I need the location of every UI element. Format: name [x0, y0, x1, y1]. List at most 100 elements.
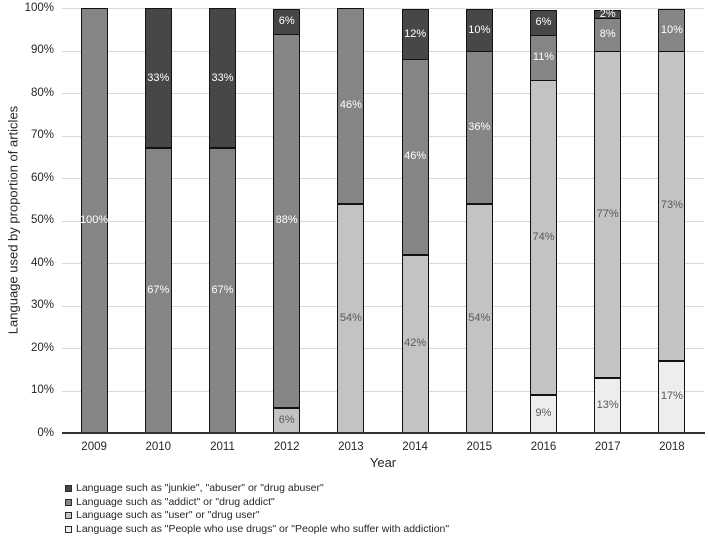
x-axis-tick-label: 2013 — [338, 441, 364, 453]
bar-segment: 33% — [209, 8, 236, 149]
bar-2014: 42% 46% 12% — [401, 9, 429, 433]
bar-segment-label: 77% — [596, 207, 619, 220]
bar-segment: 10% — [465, 9, 493, 52]
bar-segment: 6% — [273, 9, 301, 35]
bar-segment: 67% — [144, 148, 172, 433]
bar-segment-label: 13% — [596, 398, 619, 411]
bar-segment: 46% — [401, 59, 429, 255]
gridline — [62, 220, 704, 222]
legend-swatch-icon — [65, 498, 72, 506]
bar-segment-label: 46% — [404, 150, 427, 163]
bar-segment-label: 9% — [535, 407, 552, 420]
bar-segment: 12% — [401, 9, 429, 60]
legend-item: Language such as "addict" or "drug addic… — [65, 496, 449, 510]
bar-segment-label: 6% — [278, 413, 295, 426]
y-axis-tick-label: 50% — [30, 214, 54, 226]
legend-swatch-icon — [65, 512, 72, 520]
y-axis-tick-label: 40% — [30, 256, 54, 269]
bar-segment: 100% — [80, 8, 109, 433]
legend-label: Language such as "People who use drugs" … — [76, 522, 450, 535]
bar-2017: 13% 77% 8% 2% — [594, 7, 622, 433]
legend-label: Language such as "addict" or "drug addic… — [76, 495, 275, 508]
gridline — [62, 390, 704, 392]
legend-label: Language such as "junkie", "abuser" or "… — [76, 482, 324, 495]
gridline — [62, 263, 704, 264]
legend: Language such as "junkie", "abuser" or "… — [65, 482, 449, 536]
gridline — [62, 8, 704, 9]
bar-segment: 6% — [273, 407, 301, 433]
x-axis-tick-label: 2015 — [466, 441, 493, 453]
bar-segment-label: 67% — [211, 284, 234, 297]
bar-segment: 10% — [658, 9, 686, 52]
bar-segment-label: 6% — [535, 16, 552, 29]
bar-segment: 13% — [594, 377, 622, 433]
x-axis-title: Year — [369, 455, 397, 470]
x-axis-tick-label: 2016 — [530, 441, 557, 453]
bar-segment-label: 17% — [660, 390, 683, 403]
legend-label: Language such as "user" or "drug user" — [76, 509, 260, 522]
bar-segment: 36% — [465, 50, 493, 204]
bar-2011: 67% 33% — [209, 8, 236, 433]
x-axis-tick-label: 2014 — [402, 441, 428, 453]
bar-segment-label: 74% — [532, 231, 555, 243]
bar-segment-label: 11% — [532, 51, 555, 64]
bar-segment-label: 88% — [275, 214, 298, 226]
gridline — [62, 178, 704, 179]
bar-2015: 54% 36% 10% — [465, 9, 493, 433]
bar-segment-label: 46% — [339, 99, 362, 112]
y-axis-tick-label: 30% — [30, 299, 54, 311]
bar-segment: 6% — [530, 10, 557, 36]
bar-segment: 67% — [209, 148, 236, 433]
bar-2012: 6% 88% 6% — [273, 9, 301, 433]
bar-segment: 54% — [337, 203, 365, 433]
x-axis-line — [62, 432, 705, 434]
bar-2018: 17% 73% 10% — [658, 9, 686, 433]
bar-segment-label: 33% — [147, 71, 170, 84]
y-axis-tick-label: 80% — [30, 86, 54, 99]
bar-segment: 2% — [594, 7, 622, 20]
legend-item: Language such as "junkie", "abuser" or "… — [65, 482, 449, 496]
bar-segment: 33% — [144, 8, 172, 149]
bar-segment: 77% — [594, 50, 622, 378]
y-axis-tick-label: 20% — [30, 341, 54, 354]
bar-segment: 73% — [658, 50, 686, 361]
bar-segment-label: 54% — [468, 311, 491, 324]
y-axis-tick-label: 90% — [30, 44, 54, 56]
legend-swatch-icon — [65, 525, 72, 533]
y-axis-tick-label: 70% — [30, 129, 54, 141]
x-axis-tick-label: 2009 — [81, 441, 107, 453]
bar-segment-label: 33% — [211, 71, 234, 84]
bar-segment-label: 12% — [404, 28, 427, 40]
bar-segment: 11% — [530, 34, 557, 82]
bar-segment: 88% — [273, 33, 301, 408]
bar-segment-label: 42% — [404, 337, 427, 350]
legend-swatch-icon — [65, 485, 72, 493]
bar-segment-label: 2% — [599, 7, 616, 20]
bar-segment: 74% — [530, 80, 557, 395]
y-axis-tick-label: 100% — [24, 1, 54, 14]
y-axis-tick-label: 10% — [30, 384, 54, 396]
legend-item: Language such as "user" or "drug user" — [65, 509, 449, 523]
bar-segment-label: 8% — [599, 28, 616, 40]
bar-segment-label: 54% — [339, 311, 362, 324]
gridline — [62, 50, 704, 52]
gridline — [62, 348, 704, 349]
bar-2010: 67% 33% — [144, 8, 172, 433]
bar-segment: 9% — [530, 394, 557, 433]
bar-2009: 100% — [80, 8, 109, 433]
bar-segment: 8% — [594, 17, 622, 52]
gridline — [62, 93, 704, 94]
bar-segment-label: 73% — [660, 199, 683, 212]
x-axis-tick-label: 2011 — [210, 441, 235, 453]
legend-item: Language such as "People who use drugs" … — [65, 523, 449, 537]
x-axis-tick-label: 2012 — [273, 441, 300, 453]
bar-segment: 54% — [465, 203, 493, 433]
bar-segment-label: 100% — [80, 214, 109, 226]
x-axis-tick-label: 2018 — [659, 441, 685, 453]
x-axis-tick-label: 2017 — [594, 441, 621, 453]
bar-segment: 42% — [401, 254, 429, 433]
bar-segment-label: 10% — [468, 23, 491, 36]
bar-segment-label: 10% — [660, 23, 683, 36]
bar-segment-label: 6% — [278, 15, 295, 28]
